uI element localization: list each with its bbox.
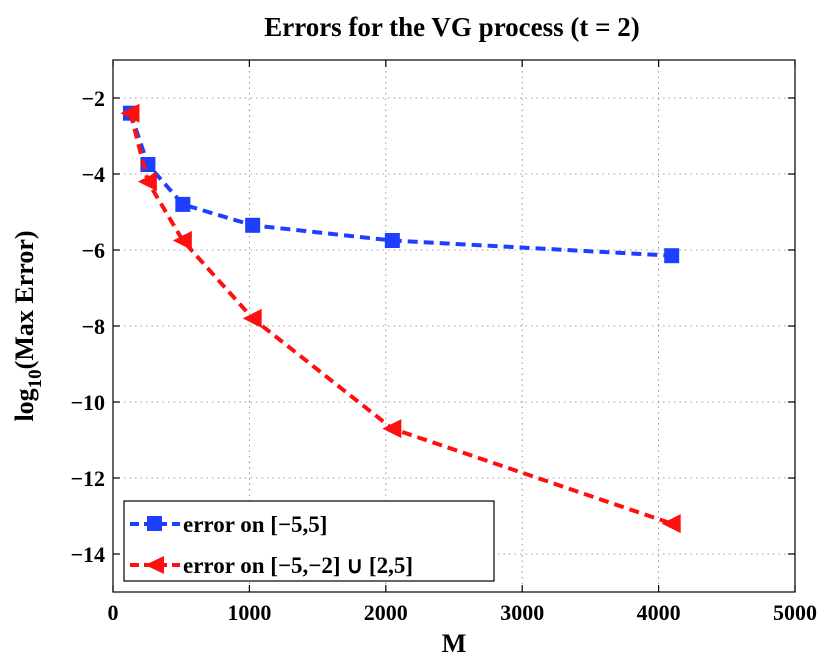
x-axis-label: M	[442, 629, 467, 658]
axis-ticks: 0 1000 2000 3000 4000 5000 −14 −12 −10 −8 −6 −4 −2	[70, 60, 817, 625]
x-tick-label: 1000	[227, 600, 271, 625]
y-tick-label: −12	[70, 466, 105, 491]
series-1-point	[137, 172, 157, 192]
grid	[113, 60, 795, 592]
x-tick-label: 0	[108, 600, 119, 625]
y-tick-label: −8	[81, 314, 105, 339]
y-tick-label: −2	[81, 86, 105, 111]
legend-box	[123, 500, 495, 582]
x-tick-label: 3000	[500, 600, 544, 625]
chart-title: Errors for the VG process (t = 2)	[264, 12, 640, 42]
legend-marker-1	[145, 556, 164, 574]
x-tick-label: 5000	[773, 600, 817, 625]
y-tick-label: −6	[81, 238, 105, 263]
series-line-1	[128, 112, 673, 526]
y-axis-label-main: log	[10, 388, 39, 421]
series-1-point	[661, 514, 681, 534]
series-0-point	[175, 196, 191, 212]
legend-label-0: error on [−5,5]	[183, 512, 327, 537]
y-axis-label-rest: (Max Error)	[10, 230, 39, 369]
series-1-point	[382, 419, 402, 439]
series-1-point	[120, 103, 140, 123]
series-1-point	[172, 231, 192, 250]
legend: error on [−5,5] error on [−5,−2] ∪ [2,5]	[123, 500, 495, 582]
y-axis-label: log10(Max Error)	[10, 230, 46, 421]
y-tick-label: −14	[70, 542, 105, 567]
series-0-point	[245, 217, 261, 233]
series-0-point	[664, 248, 680, 264]
x-tick-label: 2000	[364, 600, 408, 625]
y-tick-label: −10	[70, 390, 105, 415]
series-0-point	[384, 233, 400, 248]
series	[120, 103, 681, 534]
y-axis-label-sub: 10	[25, 369, 46, 388]
legend-marker-0	[147, 516, 162, 531]
series-1-point	[242, 308, 262, 328]
series-line-0	[128, 112, 672, 258]
y-tick-label: −4	[81, 162, 105, 187]
x-tick-label: 4000	[637, 600, 681, 625]
legend-label-1: error on [−5,−2] ∪ [2,5]	[183, 553, 413, 578]
